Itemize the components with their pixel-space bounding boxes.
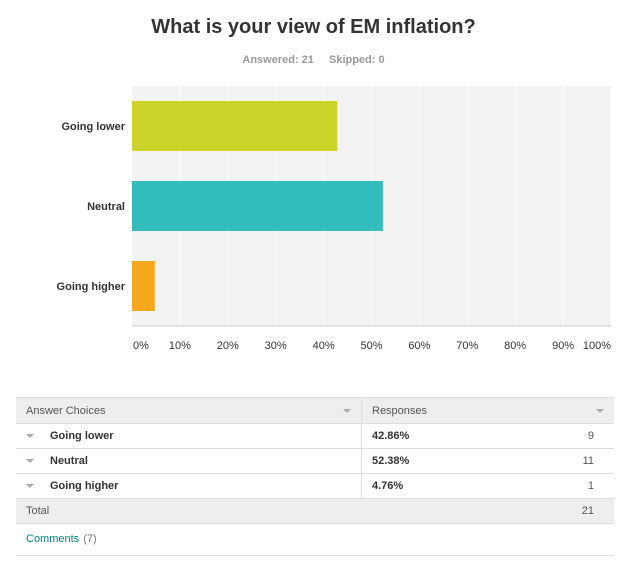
x-tick-label: 0%	[133, 340, 149, 352]
response-percent: 42.86%	[372, 430, 410, 442]
category-label: Neutral	[87, 201, 125, 213]
x-tick-label: 100%	[583, 340, 611, 352]
table-header: Answer Choices Responses	[16, 398, 614, 424]
table-row: Going lower 42.86% 9	[16, 424, 614, 449]
x-tick-label: 90%	[552, 340, 574, 352]
x-tick-label: 50%	[360, 340, 382, 352]
responses-header[interactable]: Responses	[362, 398, 614, 423]
response-stats: Answered: 21 Skipped: 0	[0, 54, 627, 66]
response-table: Answer Choices Responses Going lower 42.…	[16, 397, 614, 524]
response-percent: 52.38%	[372, 455, 410, 467]
x-tick-label: 30%	[265, 340, 287, 352]
bar	[132, 181, 383, 231]
response-count: 11	[582, 455, 594, 467]
category-label: Going lower	[61, 121, 125, 133]
choice-label: Going higher	[50, 480, 119, 492]
expand-arrow-icon[interactable]	[26, 434, 34, 438]
total-label: Total	[26, 505, 50, 517]
x-tick-label: 80%	[504, 340, 526, 352]
x-tick-label: 70%	[456, 340, 478, 352]
table-row: Neutral 52.38% 11	[16, 449, 614, 474]
sort-arrow-icon[interactable]	[596, 408, 604, 413]
choice-label: Neutral	[50, 455, 88, 467]
comments-count: (7)	[83, 532, 97, 545]
response-count: 9	[587, 430, 594, 442]
skipped-count: Skipped: 0	[328, 54, 385, 66]
category-label: Going higher	[57, 281, 126, 293]
bar-chart: 0% 10% 20% 30% 40% 50% 60% 70% 80% 90% 100% Going l…	[57, 86, 612, 352]
response-count: 1	[587, 480, 594, 492]
chart-title: What is your view of EM inflation?	[151, 16, 476, 38]
bar	[132, 101, 338, 151]
bar	[132, 261, 155, 311]
x-tick-label: 60%	[408, 340, 430, 352]
comments-link[interactable]: Comments	[26, 532, 80, 545]
total-value: 21	[581, 505, 594, 517]
response-percent: 4.76%	[372, 480, 404, 492]
expand-arrow-icon[interactable]	[26, 459, 34, 463]
table-total-row: Total 21	[16, 499, 614, 524]
sort-arrow-icon[interactable]	[343, 408, 351, 413]
choice-label: Going lower	[50, 430, 114, 442]
x-tick-label: 20%	[217, 340, 239, 352]
answer-choices-header[interactable]: Answer Choices	[16, 398, 362, 423]
comments-bar: Comments (7)	[16, 522, 614, 556]
x-tick-label: 10%	[169, 340, 191, 352]
table-row: Going higher 4.76% 1	[16, 474, 614, 499]
answered-count: Answered: 21	[242, 54, 314, 66]
expand-arrow-icon[interactable]	[26, 484, 34, 488]
x-tick-label: 40%	[313, 340, 335, 352]
